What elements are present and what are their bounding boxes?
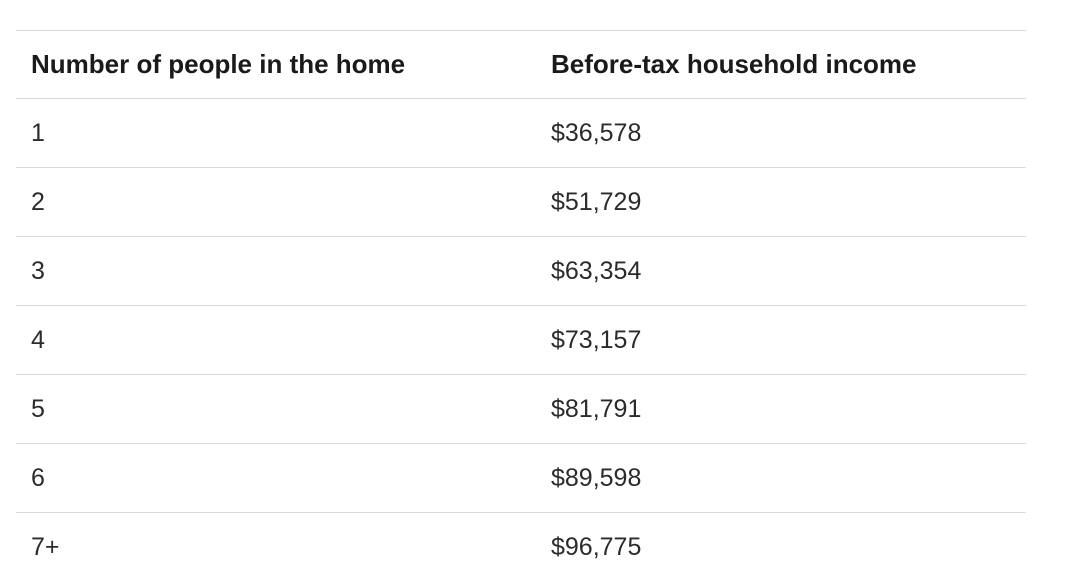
table-header: Number of people in the home Before-tax … (16, 30, 1026, 99)
people-count-cell: 1 (31, 118, 45, 147)
table-body: 1 $36,578 2 $51,729 3 $63,354 4 $73,157 … (16, 98, 1026, 582)
table-row: 2 $51,729 (16, 167, 1026, 237)
people-count-cell: 4 (31, 325, 45, 354)
header-before-tax-income: Before-tax household income (551, 49, 917, 79)
people-count-cell: 6 (31, 463, 45, 492)
table-row: 3 $63,354 (16, 236, 1026, 306)
income-cell: $73,157 (551, 325, 642, 354)
table-row: 4 $73,157 (16, 305, 1026, 375)
income-cell: $51,729 (551, 187, 642, 216)
people-count-cell: 5 (31, 394, 45, 423)
table-header-row: Number of people in the home Before-tax … (16, 30, 1026, 99)
income-limits-table: Number of people in the home Before-tax … (16, 30, 1026, 582)
people-count-cell: 2 (31, 187, 45, 216)
income-cell: $36,578 (551, 118, 642, 147)
people-count-cell: 3 (31, 256, 45, 285)
income-cell: $63,354 (551, 256, 642, 285)
table-row: 1 $36,578 (16, 98, 1026, 168)
income-cell: $89,598 (551, 463, 642, 492)
table-row: 7+ $96,775 (16, 512, 1026, 582)
people-count-cell: 7+ (31, 532, 60, 561)
table-row: 6 $89,598 (16, 443, 1026, 513)
header-number-of-people: Number of people in the home (31, 49, 406, 79)
income-cell: $96,775 (551, 532, 642, 561)
table-row: 5 $81,791 (16, 374, 1026, 444)
income-cell: $81,791 (551, 394, 642, 423)
